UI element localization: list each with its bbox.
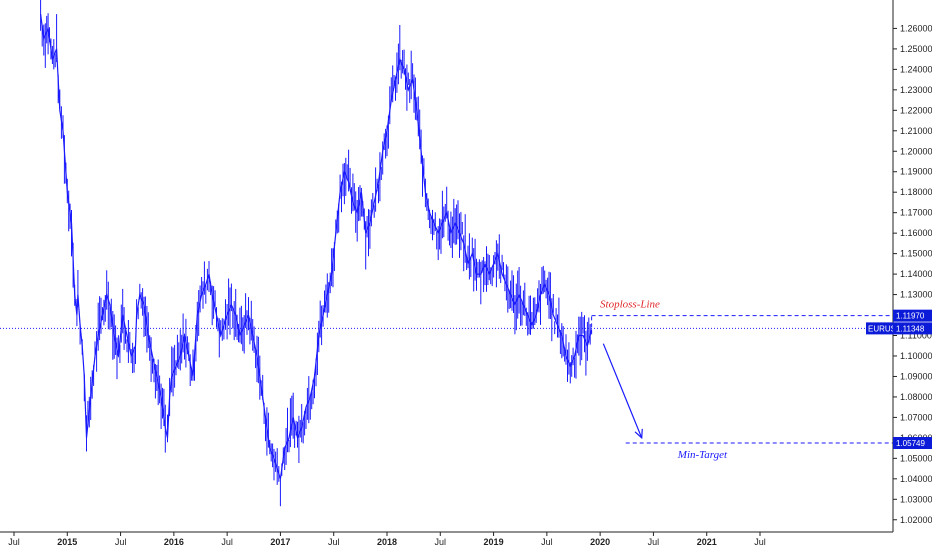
x-tick-label: 2019 [484,537,504,547]
symbol-tag-box [866,322,893,335]
target-badge-text: 1.05749 [896,439,925,448]
y-tick-label: 1.18000 [900,187,932,197]
y-tick-label: 1.13000 [900,290,932,300]
x-axis[interactable]: Jul 2015 Jul 2016 Jul 2017 Jul 2018 Jul 2019 Jul 20… [8,532,766,547]
y-tick-label: 1.10000 [900,351,932,361]
x-tick-label: 2020 [590,537,610,547]
y-tick-label: 1.03000 [900,494,932,504]
x-tick-label: Jul [754,537,766,547]
x-tick-label: 2017 [270,537,290,547]
x-tick-label: Jul [221,537,233,547]
stoploss-label: Stoploss-Line [600,299,660,311]
y-tick-label: 1.02000 [900,515,932,525]
target-arrow-head [634,428,643,440]
series-layer [40,0,593,507]
x-tick-label: 2018 [377,537,397,547]
y-tick-label: 1.20000 [900,146,932,156]
current-price-text: 1.11348 [896,324,925,333]
target-arrow-shaft [602,343,643,439]
y-tick-label: 1.19000 [900,167,932,177]
y-tick-label: 1.25000 [900,44,932,54]
y-tick-label: 1.07000 [900,412,932,422]
y-tick-label: 1.17000 [900,208,932,218]
y-tick-label: 1.23000 [900,85,932,95]
stoploss-badge-text: 1.11970 [896,312,925,321]
y-tick-label: 1.09000 [900,371,932,381]
current-price-box [893,322,932,335]
y-tick-label: 1.04000 [900,474,932,484]
y-tick-label: 1.11000 [900,331,932,341]
stoploss-badge-box [893,309,932,322]
y-tick-label: 1.16000 [900,228,932,238]
y-tick-label: 1.14000 [900,269,932,279]
y-tick-label: 1.08000 [900,392,932,402]
x-tick-label: 2015 [57,537,77,547]
x-tick-label: Jul [328,537,340,547]
y-tick-label: 1.22000 [900,105,932,115]
target-badge: 1.05749 [893,437,932,450]
target-label: Min-Target [677,449,728,461]
x-tick-label: Jul [115,537,127,547]
stoploss-badge: 1.11970 [893,309,932,322]
x-tick-label: Jul [541,537,553,547]
x-tick-label: Jul [8,537,20,547]
y-tick-label: 1.15000 [900,249,932,259]
y-tick-label: 1.05000 [900,453,932,463]
target-badge-box [893,437,932,450]
y-tick-label: 1.24000 [900,64,932,74]
x-tick-label: Jul [648,537,660,547]
x-tick-label: Jul [435,537,447,547]
x-tick-label: 2021 [697,537,717,547]
annotation-layer: Stoploss-Line Min-Target [0,299,893,461]
x-tick-label: 2016 [164,537,184,547]
symbol-tag-text: EURUSD [868,324,902,333]
y-tick-label: 1.21000 [900,126,932,136]
y-tick-label: 1.26000 [900,23,932,33]
